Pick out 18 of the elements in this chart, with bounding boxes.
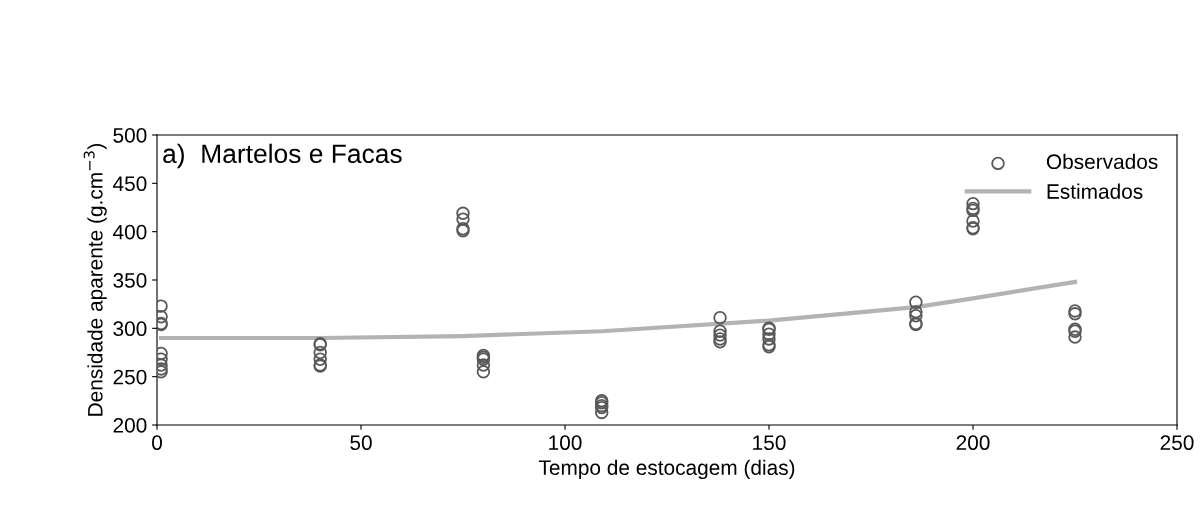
x-axis-title: Tempo de estocagem (dias) (538, 459, 795, 480)
annotation: a) Martelos e Facas (163, 143, 402, 169)
y-tick-label: 500 (113, 128, 147, 143)
legend-label: Estimados (1047, 183, 1143, 199)
y-tick-label: 250 (113, 369, 147, 385)
y-tick-label: 450 (113, 176, 147, 192)
y-tick-label: 200 (113, 418, 147, 433)
x-tick-label: 150 (753, 435, 786, 451)
y-tick-label: 300 (113, 321, 147, 337)
x-tick-label: 0 (152, 435, 162, 451)
x-tick-label: 100 (549, 435, 582, 451)
x-tick-label: 50 (350, 435, 372, 451)
y-axis-title: Densidade aparente (g.cm$^{−3}$) (83, 143, 107, 416)
x-tick-label: 200 (956, 435, 990, 451)
y-tick-label: 350 (113, 273, 147, 288)
x-tick-label: 250 (1160, 435, 1194, 451)
y-tick-label: 400 (113, 224, 147, 240)
legend-label: Observados (1046, 153, 1158, 170)
